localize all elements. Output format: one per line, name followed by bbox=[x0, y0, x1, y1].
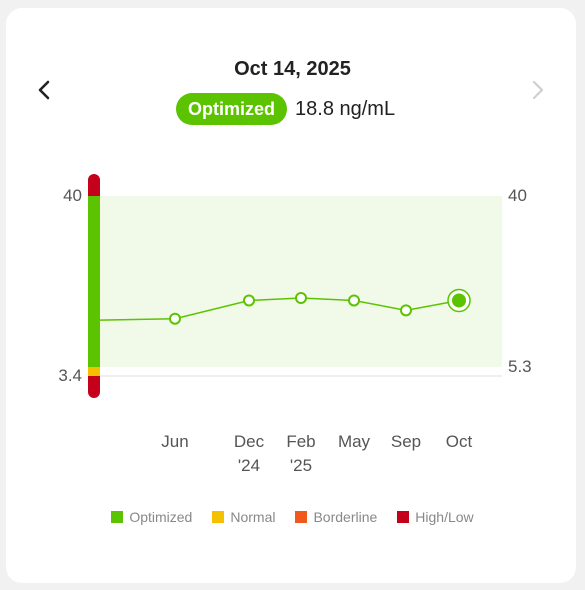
right-axis-max-label: 40 bbox=[508, 186, 527, 205]
data-point[interactable] bbox=[400, 304, 412, 317]
chevron-left-icon bbox=[38, 80, 50, 100]
legend-swatch-optimized bbox=[111, 511, 124, 523]
data-point[interactable] bbox=[295, 292, 307, 305]
range-bar-optimized bbox=[88, 196, 100, 367]
legend-label-borderline: Borderline bbox=[313, 509, 378, 525]
x-tick-label-1: Jun bbox=[161, 432, 188, 451]
legend-swatch-borderline bbox=[295, 511, 308, 523]
status-badge: Optimized bbox=[176, 93, 288, 125]
legend-label-optimized: Optimized bbox=[129, 509, 193, 525]
data-point[interactable] bbox=[243, 294, 255, 307]
legend-item-high-low: High/Low bbox=[397, 509, 474, 525]
legend: Optimized Normal Borderline High/Low bbox=[0, 509, 585, 525]
x-tick-label-6: Oct bbox=[446, 432, 473, 451]
data-point-selected[interactable] bbox=[452, 293, 466, 308]
chevron-right-icon bbox=[532, 80, 544, 100]
range-bar-low bbox=[88, 376, 100, 398]
reading-value: 18.8 ng/mL bbox=[295, 97, 396, 120]
legend-item-borderline: Borderline bbox=[295, 509, 377, 525]
data-point[interactable] bbox=[169, 312, 181, 325]
x-tick-labels: Jun Dec '24 Feb '25 May Sep Oct bbox=[161, 432, 472, 475]
x-tick-label-2: Dec bbox=[234, 432, 265, 451]
x-tick-label-2-year: '24 bbox=[238, 456, 260, 475]
previous-reading-button[interactable] bbox=[30, 72, 60, 108]
range-bar-normal bbox=[88, 367, 100, 376]
legend-item-normal: Normal bbox=[212, 509, 275, 525]
reading-date: Oct 14, 2025 bbox=[234, 58, 351, 80]
legend-label-normal: Normal bbox=[230, 509, 276, 525]
x-tick-label-3-year: '25 bbox=[290, 456, 312, 475]
x-tick-label-4: May bbox=[338, 432, 371, 451]
legend-swatch-normal bbox=[212, 511, 225, 523]
reading-status-row: Optimized 18.8 ng/mL bbox=[176, 93, 395, 125]
legend-item-optimized: Optimized bbox=[111, 509, 192, 525]
data-point[interactable] bbox=[348, 294, 360, 307]
x-tick-label-3: Feb bbox=[286, 432, 315, 451]
legend-label-high-low: High/Low bbox=[415, 509, 474, 525]
optimized-zone bbox=[100, 196, 502, 367]
data-points bbox=[169, 288, 471, 325]
next-reading-button[interactable] bbox=[522, 72, 552, 108]
range-bar-high-square bbox=[88, 184, 100, 196]
legend-swatch-high-low bbox=[397, 511, 410, 523]
left-axis-min-label: 3.4 bbox=[58, 366, 82, 385]
left-axis-max-label: 40 bbox=[63, 186, 82, 205]
right-axis-min-label: 5.3 bbox=[508, 357, 532, 376]
x-tick-label-5: Sep bbox=[391, 432, 421, 451]
